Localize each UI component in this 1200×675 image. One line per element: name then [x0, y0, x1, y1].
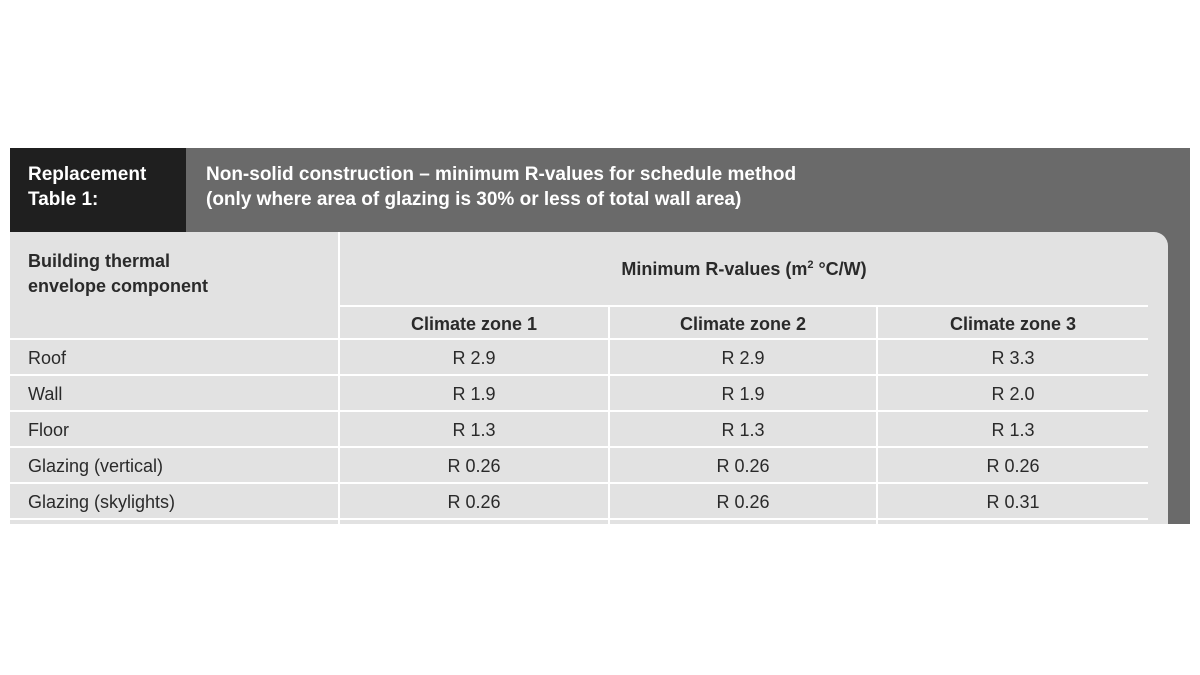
row-divider: [10, 518, 1148, 520]
row-divider: [10, 482, 1148, 484]
row-component: Floor: [28, 420, 70, 440]
group-header-tail: °C/W): [813, 259, 867, 279]
row-value: R 2.9: [721, 348, 765, 368]
row-value: R 2.9: [452, 348, 496, 368]
row-value: R 0.26: [986, 456, 1040, 476]
row-value: R 1.9: [452, 384, 496, 404]
row-divider: [340, 305, 1148, 307]
row-value: R 0.26: [447, 456, 501, 476]
row-value: R 2.0: [991, 384, 1035, 404]
row-component: Wall: [28, 384, 63, 404]
column-divider: [608, 306, 610, 524]
table-label-line1: Replacement: [28, 164, 147, 185]
table-title-line2: (only where area of glazing is 30% or le…: [206, 189, 742, 210]
row-component: Roof: [28, 348, 67, 368]
row-value: R 1.3: [721, 420, 765, 440]
group-header-sup: 2: [807, 259, 814, 271]
row-value: R 0.26: [716, 456, 770, 476]
component-header-line2: envelope component: [28, 276, 209, 296]
table-body: Building thermal envelope component Mini…: [10, 232, 1168, 524]
row-value: R 1.3: [991, 420, 1035, 440]
component-header-line1: Building thermal: [28, 251, 171, 271]
row-value: R 1.3: [452, 420, 496, 440]
row-value: R 1.9: [721, 384, 765, 404]
row-value: R 0.26: [716, 492, 770, 512]
row-value: R 0.31: [986, 492, 1040, 512]
row-divider: [10, 338, 1148, 340]
row-divider: [10, 446, 1148, 448]
row-divider: [10, 374, 1148, 376]
row-divider: [10, 410, 1148, 412]
component-header: Building thermal envelope component: [28, 249, 208, 299]
row-component: Glazing (vertical): [28, 456, 164, 476]
table-title: Non-solid construction – minimum R-value…: [206, 162, 1166, 212]
table-number-label: Replacement Table 1:: [10, 148, 186, 232]
column-divider: [876, 306, 878, 524]
table-panel: Replacement Table 1: Non-solid construct…: [10, 148, 1190, 524]
group-header-text: Minimum R-values (m: [621, 259, 808, 279]
min-r-values-header: Minimum R-values (m2 °C/W): [340, 254, 1148, 280]
zone-header-2: Climate zone 2: [679, 314, 807, 334]
row-component: Glazing (skylights): [28, 492, 176, 512]
row-value: R 3.3: [991, 348, 1035, 368]
table-label-line2: Table 1:: [28, 189, 99, 210]
column-divider: [338, 232, 340, 524]
zone-header-3: Climate zone 3: [949, 314, 1077, 334]
zone-header-1: Climate zone 1: [410, 314, 538, 334]
row-value: R 0.26: [447, 492, 501, 512]
table-title-line1: Non-solid construction – minimum R-value…: [206, 164, 797, 185]
